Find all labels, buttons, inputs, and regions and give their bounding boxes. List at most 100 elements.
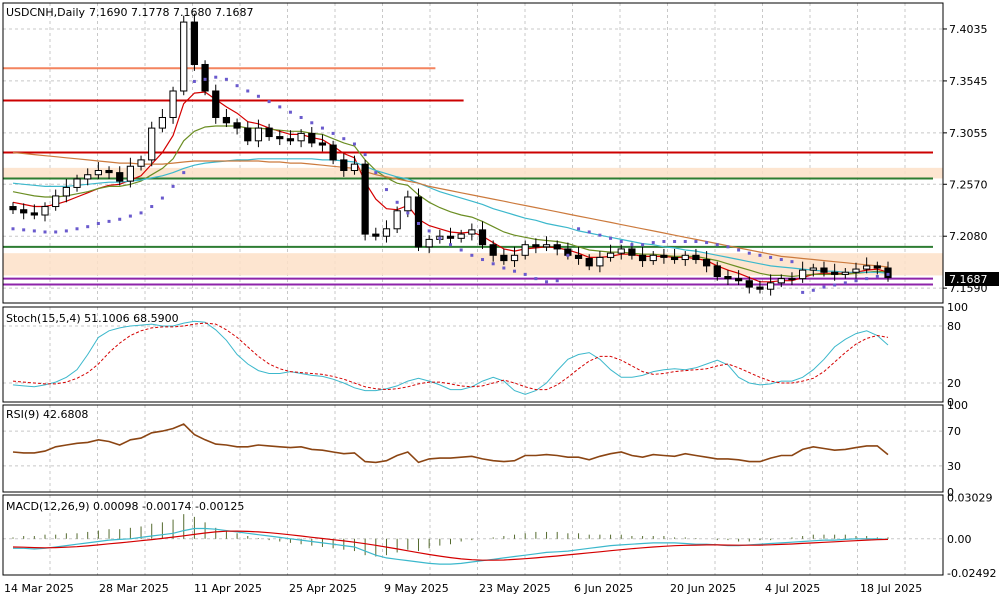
candle-body: [532, 244, 540, 248]
candle-body: [745, 280, 753, 288]
candle-body: [606, 252, 615, 258]
sar-dot: [118, 217, 122, 221]
candle-body: [286, 138, 295, 142]
sar-dot: [75, 227, 79, 231]
candle-body: [41, 206, 49, 216]
candle-body: [62, 186, 70, 197]
sar-dot: [822, 285, 826, 289]
sar-dot: [331, 131, 335, 135]
sar-dot: [769, 255, 773, 259]
sar-dot: [54, 230, 58, 234]
candle-body: [190, 21, 199, 65]
sar-dot: [481, 258, 485, 262]
x-tick-label: 18 Jul 2025: [860, 582, 922, 595]
candle-body: [105, 169, 113, 174]
sar-dot: [523, 272, 527, 276]
candle-body: [350, 163, 359, 171]
sar-dot: [224, 77, 228, 81]
candle-body: [596, 256, 604, 267]
candle-body: [660, 254, 668, 258]
price-y-tick-label: 7.3545: [949, 75, 988, 88]
axis-labels: 14 Mar 2025 28 Mar 2025 11 Apr 2025 25 Apr …: [4, 23, 996, 595]
ema_mid-line: [12, 125, 889, 278]
sar-dot: [779, 258, 783, 262]
candle-body: [873, 265, 881, 269]
sar-dot: [128, 214, 132, 218]
x-tick-label: 4 Jul 2025: [765, 582, 820, 595]
candle-body: [649, 254, 657, 262]
x-tick-label: 25 Apr 2025: [289, 582, 357, 595]
sar-dot: [715, 243, 719, 247]
macd-panel-title: MACD(12,26,9) 0.00098 -0.00174 -0.00125: [6, 500, 244, 513]
candle-body: [340, 159, 348, 171]
sar-dot: [256, 94, 260, 98]
candle-body: [863, 265, 871, 270]
candle-body: [425, 238, 433, 248]
indicator-y-tick-label: 0: [947, 396, 954, 409]
stoch_signal-line: [12, 322, 889, 391]
sar-dot: [288, 110, 292, 114]
sar-dot: [203, 77, 207, 81]
candle-body: [500, 254, 508, 262]
sar-dot: [96, 221, 100, 225]
sar-dot: [352, 142, 356, 146]
candle-body: [212, 90, 220, 118]
sar-dot: [32, 229, 36, 233]
sar-dot: [662, 240, 666, 244]
sar-dot: [11, 227, 15, 231]
sar-dot: [630, 243, 634, 247]
support-resistance-band: [3, 167, 943, 179]
parabolic-sar: [11, 75, 890, 294]
candle-body: [116, 172, 124, 182]
candle-body: [244, 127, 252, 142]
sar-dot: [427, 229, 431, 233]
candle-body: [201, 63, 209, 92]
sar-dot: [395, 200, 399, 204]
sar-dot: [641, 243, 645, 247]
candle-body: [52, 195, 60, 208]
ma_cyan-line: [12, 158, 889, 274]
candle-body: [308, 132, 316, 144]
sar-dot: [545, 280, 549, 284]
indicator-y-tick-label: 100: [947, 301, 968, 314]
candle-body: [9, 206, 17, 211]
sar-dot: [598, 233, 602, 237]
price-panel-frame: [2, 2, 944, 304]
candle-body: [372, 233, 380, 237]
sar-dot: [107, 219, 111, 223]
candle-body: [414, 196, 423, 248]
sar-dot: [416, 221, 420, 225]
candle-body: [276, 136, 284, 140]
macd-y-tick-label: 0.00: [947, 533, 972, 546]
sar-dot: [683, 240, 687, 244]
candle-body: [446, 235, 455, 239]
candle-body: [265, 127, 273, 138]
price-label-box: [945, 272, 999, 286]
x-tick-label: 14 Mar 2025: [4, 582, 74, 595]
candle-body: [702, 259, 711, 267]
candle-body: [468, 229, 476, 235]
indicator-series: [12, 320, 889, 565]
macd-y-tick-label: 0.03029: [947, 491, 993, 504]
sar-dot: [64, 229, 68, 233]
candle-body: [521, 244, 529, 256]
candle-body: [841, 271, 849, 275]
sar-dot: [438, 236, 442, 240]
ohlc-values: 7.1690 7.1778 7.1680 7.1687: [89, 6, 253, 19]
x-tick-label: 9 May 2025: [384, 582, 449, 595]
candle-body: [329, 144, 337, 161]
sar-dot: [555, 279, 559, 283]
candle-body: [670, 256, 679, 261]
sar-dot: [171, 184, 175, 188]
sar-dot: [694, 240, 698, 244]
candle-body: [254, 127, 263, 142]
sar-dot: [150, 205, 154, 209]
price-series: [12, 91, 889, 283]
sar-dot: [406, 211, 410, 215]
candle-body: [361, 163, 369, 235]
candle-body: [510, 254, 519, 262]
price-y-tick-label: 7.4035: [949, 23, 988, 36]
candle-body: [137, 159, 145, 167]
sar-dot: [758, 253, 762, 257]
stoch-panel-frame: [2, 306, 944, 403]
